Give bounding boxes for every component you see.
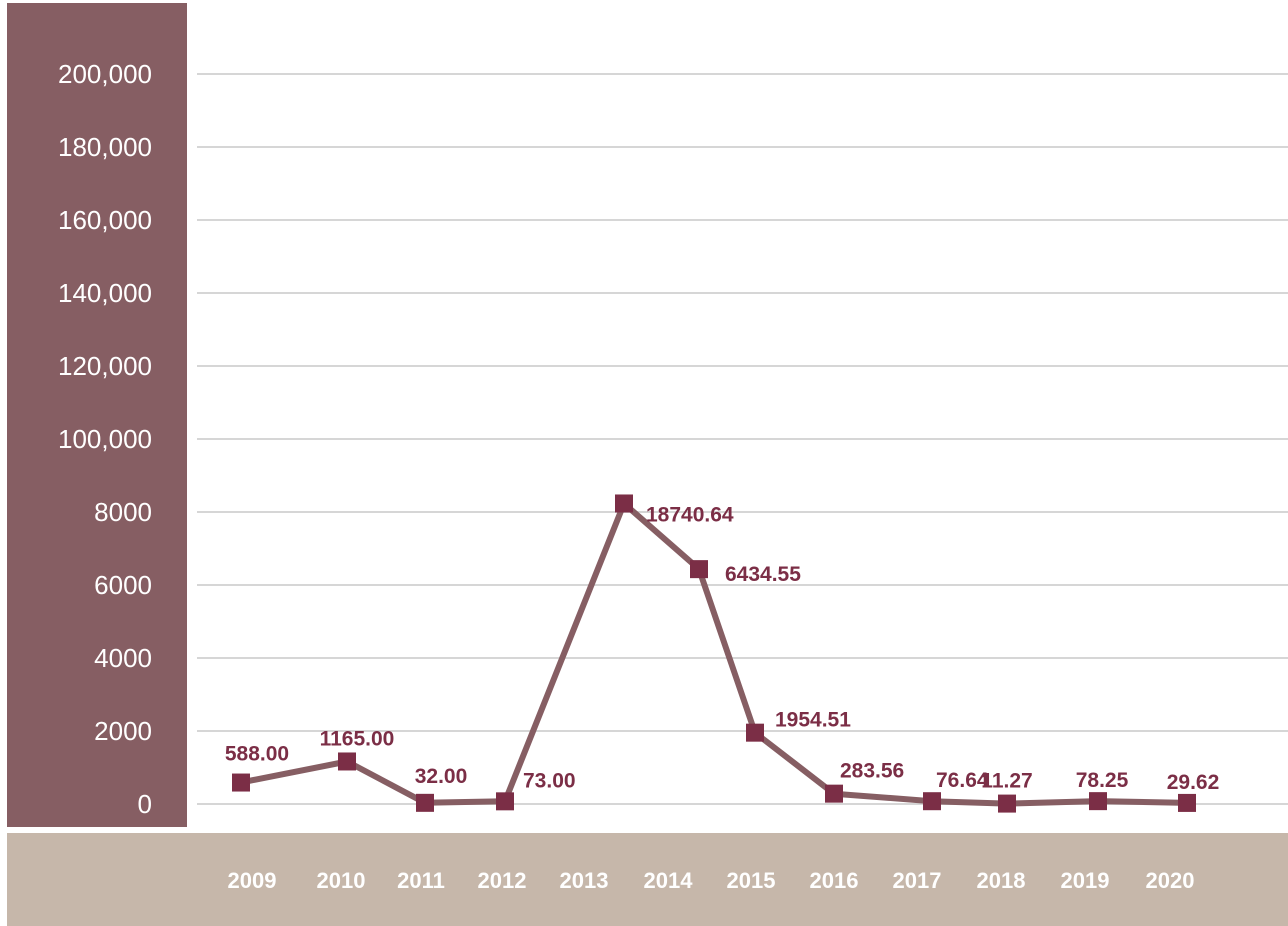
y-axis-band <box>7 3 187 827</box>
data-labels: 588.00 1165.00 32.00 73.00 18740.64 6434.55 19… <box>225 503 1219 793</box>
data-point-marker <box>746 723 764 742</box>
x-tick-label: 2009 <box>228 868 277 893</box>
x-tick-label: 2017 <box>893 868 942 893</box>
data-point-marker <box>615 494 633 513</box>
x-tick-label: 2013 <box>560 868 609 893</box>
y-tick-label: 6000 <box>94 570 152 600</box>
data-point-marker <box>690 560 708 579</box>
data-point-marker <box>825 784 843 803</box>
y-axis-ticks: 0 2000 4000 6000 8000 100,000 120,000 140,000 16… <box>58 59 152 819</box>
x-axis-band <box>7 833 1288 926</box>
data-label: 76.64 <box>936 769 989 792</box>
x-axis-ticks: 2009 2010 2011 2012 2013 2014 2015 2016 2017 2018… <box>228 868 1195 893</box>
x-tick-label: 2020 <box>1146 868 1195 893</box>
x-tick-label: 2011 <box>397 868 445 893</box>
y-tick-label: 140,000 <box>58 278 152 308</box>
y-tick-label: 2000 <box>94 716 152 746</box>
x-tick-label: 2015 <box>727 868 776 893</box>
data-label: 1954.51 <box>775 709 851 732</box>
series-line <box>240 500 1188 807</box>
data-label: 588.00 <box>225 743 289 766</box>
data-point-marker <box>998 794 1016 813</box>
data-label: 78.25 <box>1076 769 1129 792</box>
y-tick-label: 180,000 <box>58 132 152 162</box>
data-point-marker <box>923 792 941 811</box>
data-label: 1165.00 <box>320 727 395 750</box>
y-tick-label: 8000 <box>94 497 152 527</box>
data-point-marker <box>338 752 356 771</box>
y-tick-label: 0 <box>138 789 152 819</box>
y-tick-label: 160,000 <box>58 205 152 235</box>
x-tick-label: 2014 <box>644 868 694 893</box>
data-point-marker <box>1089 792 1107 811</box>
data-label: 73.00 <box>523 769 576 792</box>
data-label: 32.00 <box>415 765 468 788</box>
data-point-marker <box>232 773 250 792</box>
data-point-marker <box>416 793 434 812</box>
x-tick-label: 2010 <box>317 868 366 893</box>
data-markers <box>232 494 1196 813</box>
data-label: 18740.64 <box>646 503 734 526</box>
x-tick-label: 2012 <box>478 868 527 893</box>
y-tick-label: 120,000 <box>58 351 152 381</box>
x-tick-label: 2018 <box>977 868 1026 893</box>
x-tick-label: 2019 <box>1061 868 1110 893</box>
y-tick-label: 200,000 <box>58 59 152 89</box>
gridlines <box>197 73 1288 805</box>
data-label: 29.62 <box>1167 771 1220 794</box>
x-tick-label: 2016 <box>810 868 859 893</box>
data-point-marker <box>496 792 514 811</box>
data-label: 283.56 <box>840 760 904 783</box>
y-tick-label: 4000 <box>94 643 152 673</box>
data-label: 11.27 <box>981 770 1032 793</box>
y-tick-label: 100,000 <box>58 424 152 454</box>
data-point-marker <box>1178 793 1196 812</box>
data-label: 6434.55 <box>725 563 801 586</box>
